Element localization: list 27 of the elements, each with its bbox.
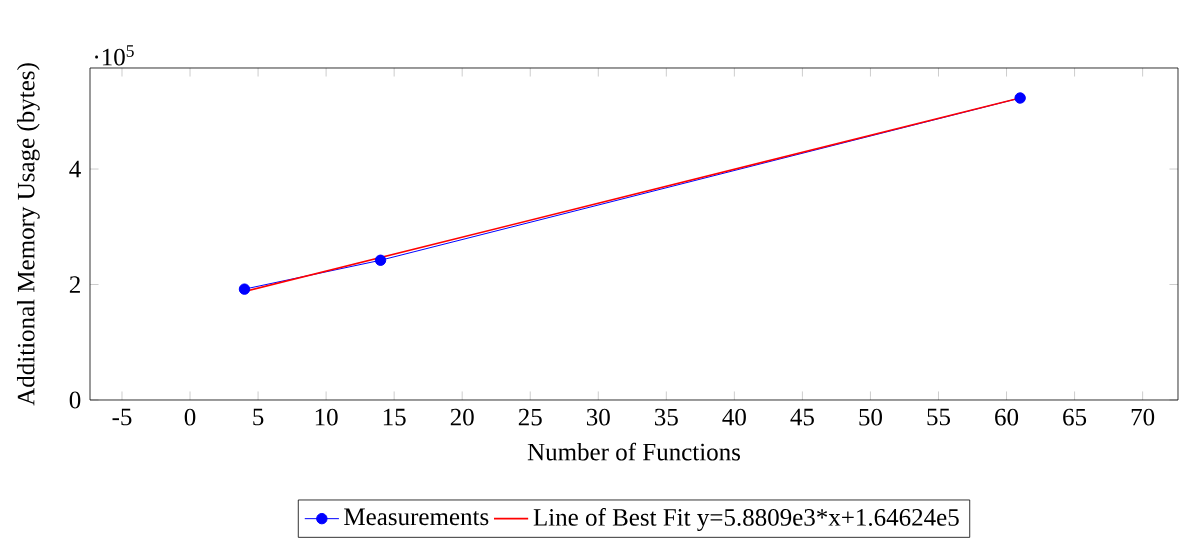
x-tick-label: 65	[1063, 408, 1087, 426]
y-tick-label: 0	[69, 391, 81, 409]
y-axis-title: Additional Memory Usage (bytes)	[16, 63, 40, 406]
y-tick-label: 2	[69, 276, 80, 293]
x-tick-label: 5	[253, 408, 264, 426]
x-tick-label: 45	[790, 408, 814, 426]
y-tick-label: 4	[69, 160, 81, 178]
x-tick-label: 35	[655, 408, 678, 426]
x-tick-label: -5	[112, 408, 132, 426]
legend-label: Measurements	[344, 508, 489, 526]
point	[1014, 92, 1026, 104]
point	[238, 283, 251, 295]
x-tick-label: 15	[383, 408, 406, 426]
x-tick-label: 0	[184, 408, 196, 426]
legend-label: Line of Best Fit y=5.8809e3*x+1.64624e5	[533, 507, 959, 531]
x-tick-label: 40	[722, 408, 746, 426]
x-tick-label: 25	[518, 408, 542, 426]
x-tick-label: 50	[859, 408, 882, 426]
x-tick-label: 30	[586, 408, 610, 426]
x-tick-label: 10	[315, 408, 338, 426]
x-axis-title: Number of Functions	[527, 442, 740, 461]
x-tick-label: 20	[450, 408, 474, 426]
x-tick-label: 70	[1131, 408, 1155, 426]
x-tick-label: 55	[927, 408, 950, 426]
point	[374, 254, 387, 266]
x-tick-label: 60	[995, 408, 1019, 426]
text: ·10$^{5}$	[95, 45, 134, 66]
